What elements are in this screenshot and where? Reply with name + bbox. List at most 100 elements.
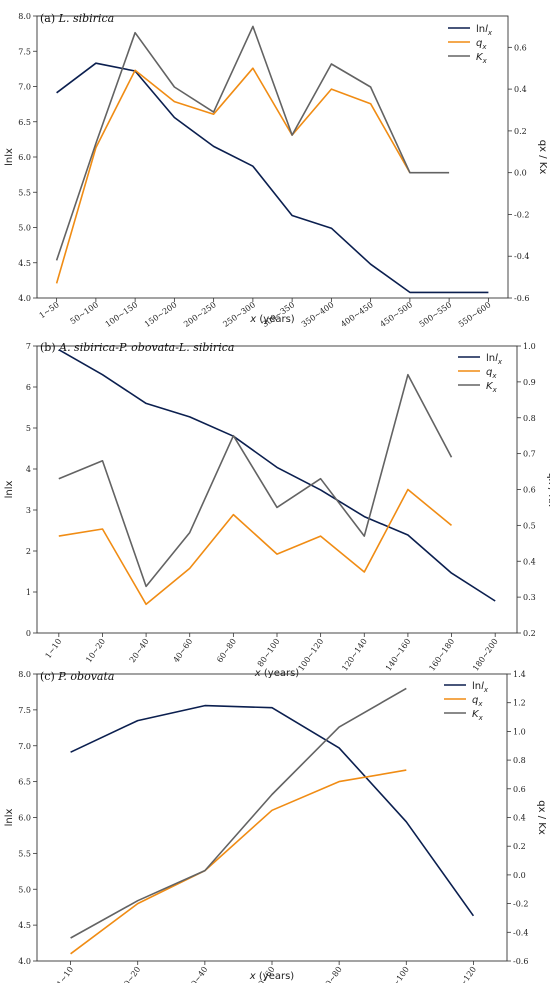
right-tick-label: 0.4 xyxy=(513,814,526,823)
legend-label-base: ln xyxy=(476,24,485,35)
left-tick-label: 4 xyxy=(26,465,31,474)
left-tick-label: 6.0 xyxy=(18,814,31,823)
x-axis-label-unit: (years) xyxy=(256,971,295,982)
plot-frame xyxy=(36,345,518,634)
x-axis-label-var: x xyxy=(249,971,256,982)
left-tick-label: 7.0 xyxy=(18,83,31,92)
right-tick-label: -0.2 xyxy=(513,900,528,909)
x-tick-label: 500~550 xyxy=(418,300,454,329)
right-tick-label: 1.0 xyxy=(513,727,526,736)
legend-label-var: q xyxy=(472,695,478,706)
legend-label-base: ln xyxy=(486,353,495,364)
panel-title: (a) L. sibirica xyxy=(40,12,114,25)
left-tick-label: 6 xyxy=(26,383,31,392)
x-tick-label: 200~250 xyxy=(182,300,218,329)
right-tick-label: -0.6 xyxy=(513,957,528,966)
x-tick-label: 100~120 xyxy=(449,965,478,983)
panel-title-species: A. sibirica-P. obovata-L. sibirica xyxy=(58,341,234,354)
right-tick-label: 0.0 xyxy=(514,169,527,178)
x-tick-label: 10~20 xyxy=(84,637,107,664)
legend-label-base: ln xyxy=(472,681,481,692)
right-tick-label: 0.5 xyxy=(523,521,536,530)
left-tick-label: 7.0 xyxy=(18,742,31,751)
x-axis-label: x (years) xyxy=(249,971,295,982)
left-tick-label: 5 xyxy=(26,424,31,433)
x-axis-label: x (years) xyxy=(254,668,300,679)
x-tick-label: 140~160 xyxy=(384,637,413,673)
right-tick-label: 0.3 xyxy=(523,593,536,602)
x-tick-label: 150~200 xyxy=(143,300,179,329)
panel-title: (b) A. sibirica-P. obovata-L. sibirica xyxy=(40,341,234,354)
panel-c: (c) P. obovata 4.0 4.5 5.0 5.5 6.0 6.5 7.0 7.5 8.… xyxy=(4,670,547,983)
panel-title-prefix: (c) xyxy=(40,670,58,683)
x-tick-label: 1~10 xyxy=(55,965,75,983)
left-axis-label: lnlx xyxy=(4,481,15,499)
legend-label-sub: x xyxy=(492,386,498,394)
legend-label-var: K xyxy=(472,709,480,720)
left-tick-label: 6.5 xyxy=(18,778,31,787)
left-tick-label: 7 xyxy=(26,342,31,351)
x-axis-label: x (years) xyxy=(249,314,295,325)
series-line-q-x xyxy=(58,488,453,606)
legend-label-var: l xyxy=(485,24,488,35)
right-tick-label: 0.6 xyxy=(523,486,536,495)
legend-label-sub: x xyxy=(477,700,483,708)
legend-label-var: q xyxy=(486,367,492,378)
x-tick-label: 400~450 xyxy=(339,300,375,329)
left-tick-label: 4.0 xyxy=(18,294,31,303)
x-tick-label: 20~40 xyxy=(128,637,151,664)
right-tick-label: -0.6 xyxy=(514,294,529,303)
right-axis-label: qx / Kx xyxy=(546,472,550,507)
x-tick-label: 1~50 xyxy=(38,300,61,320)
left-tick-label: 1 xyxy=(26,588,31,597)
series-line-K-x xyxy=(70,687,407,939)
legend-label-K-x: Kx xyxy=(472,709,484,722)
x-tick-label: 1~10 xyxy=(43,637,63,660)
panel-title-species: P. obovata xyxy=(57,670,114,683)
legend-label-sub: x xyxy=(483,686,489,694)
right-tick-label: 0.7 xyxy=(523,450,536,459)
x-tick-label: 100~120 xyxy=(297,637,326,673)
legend-label-var: l xyxy=(481,681,484,692)
left-tick-label: 4.5 xyxy=(18,259,31,268)
left-tick-label: 3 xyxy=(26,506,31,515)
x-tick-label: 10~20 xyxy=(119,965,142,983)
right-tick-label: 0.4 xyxy=(523,557,536,566)
right-tick-label: 0.2 xyxy=(514,127,527,136)
panel-title-prefix: (b) xyxy=(40,341,59,354)
series-line-ln-lx xyxy=(70,704,475,917)
legend-label-q-x: qx xyxy=(486,367,497,380)
panel-title-species: L. sibirica xyxy=(58,12,115,25)
left-tick-label: 8.0 xyxy=(18,670,31,679)
x-tick-label: 180~200 xyxy=(471,637,500,673)
left-axis-label: lnlx xyxy=(4,148,15,166)
series-line-q-x xyxy=(70,769,407,955)
legend-label-ln-lx: lnlx xyxy=(476,24,493,37)
series-line-ln-lx xyxy=(58,349,496,602)
right-tick-label: 0.9 xyxy=(523,378,536,387)
panel-title-prefix: (a) xyxy=(40,12,59,25)
legend-label-sub: x xyxy=(482,57,488,65)
left-tick-label: 5.0 xyxy=(18,224,31,233)
x-tick-label: 20~40 xyxy=(187,965,210,983)
x-tick-label: 550~600 xyxy=(457,300,493,329)
legend-label-var: K xyxy=(476,52,484,63)
x-tick-label: 60~80 xyxy=(321,965,344,983)
x-tick-label: 100~150 xyxy=(104,300,140,329)
legend-label-sub: x xyxy=(491,372,497,380)
x-tick-label: 450~500 xyxy=(378,300,414,329)
right-tick-label: 1.2 xyxy=(513,699,526,708)
legend-label-ln-lx: lnlx xyxy=(472,681,489,694)
right-tick-label: 1.4 xyxy=(513,670,526,679)
panel-b: (b) A. sibirica-P. obovata-L. sibirica 0 1… xyxy=(4,341,550,679)
panel-a: (a) L. sibirica 4.0 4.5 5.0 5.5 6.0 6.5 7.0 7.5 8… xyxy=(4,12,548,329)
right-tick-label: 1.0 xyxy=(523,342,536,351)
series-line-ln-lx xyxy=(56,62,489,294)
x-tick-label: 80~100 xyxy=(256,637,282,669)
legend-label-q-x: qx xyxy=(476,38,487,51)
right-tick-label: -0.4 xyxy=(513,928,528,937)
right-axis-label: qx / Kx xyxy=(537,140,548,175)
right-tick-label: 0.0 xyxy=(513,871,526,880)
x-axis-label-var: x xyxy=(254,668,261,679)
plot-frame xyxy=(36,15,509,299)
